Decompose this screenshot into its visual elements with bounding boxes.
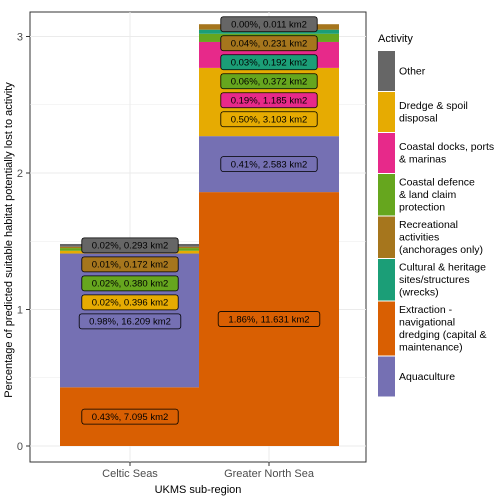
data-label: 0.02%, 0.396 km2 <box>81 294 179 311</box>
legend-label: disposal <box>399 113 438 125</box>
data-label: 1.86%, 11.631 km2 <box>217 311 321 327</box>
data-label-text: 1.86%, 11.631 km2 <box>228 314 309 325</box>
data-label-box <box>220 156 318 173</box>
legend-label: Coastal defence <box>399 177 475 189</box>
data-label-text: 0.98%, 16.209 km2 <box>89 317 171 328</box>
data-label-text: 0.41%, 2.583 km2 <box>231 160 308 171</box>
data-label-text: 0.02%, 0.396 km2 <box>92 298 169 309</box>
data-label: 0.02%, 0.293 km2 <box>81 237 179 254</box>
data-label: 0.03%, 0.192 km2 <box>220 54 318 71</box>
data-label: 0.98%, 16.209 km2 <box>78 313 182 330</box>
data-label-box <box>81 294 179 311</box>
data-label-box <box>220 92 318 109</box>
legend-label: sites/structures <box>399 274 470 286</box>
y-axis-title: Percentage of predicted suitable habitat… <box>3 82 15 398</box>
y-tick-label: 3 <box>17 32 23 44</box>
data-label-text: 0.43%, 7.095 km2 <box>92 412 169 423</box>
data-label-box <box>81 408 179 425</box>
data-label: 0.19%, 1.185 km2 <box>220 92 318 109</box>
data-label-box <box>220 35 318 52</box>
data-label: 0.50%, 3.103 km2 <box>220 111 318 128</box>
data-label-text: 0.03%, 0.192 km2 <box>231 58 308 69</box>
legend-label: (wrecks) <box>399 287 439 299</box>
legend-label: Coastal docks, ports <box>399 141 494 153</box>
legend-key <box>378 216 395 258</box>
data-label: 0.01%, 0.172 km2 <box>81 256 179 273</box>
data-label-box <box>220 73 318 90</box>
data-label: 0.02%, 0.380 km2 <box>81 275 179 292</box>
data-label-box <box>217 311 321 327</box>
legend-label: dredging (capital & <box>399 329 487 341</box>
legend-key <box>378 51 395 91</box>
y-tick-label: 2 <box>17 168 23 180</box>
legend-label: & marinas <box>399 154 446 166</box>
data-label-text: 0.02%, 0.380 km2 <box>92 279 169 290</box>
x-tick-label: Celtic Seas <box>102 468 158 480</box>
data-label: 0.04%, 0.231 km2 <box>220 35 318 52</box>
data-label-box <box>220 16 318 33</box>
legend-key <box>378 92 395 132</box>
data-label-box <box>81 237 179 254</box>
data-label-box <box>220 111 318 128</box>
legend-item: Cultural & heritagesites/structures(wrec… <box>378 259 486 301</box>
data-label-box <box>78 313 182 330</box>
data-label: 0.00%, 0.011 km2 <box>220 16 318 33</box>
legend-key <box>378 133 395 173</box>
data-label-text: 0.01%, 0.172 km2 <box>92 260 169 271</box>
legend-label: Other <box>399 65 426 77</box>
data-label: 0.06%, 0.372 km2 <box>220 73 318 90</box>
axes: 0 1 2 3 Celtic Seas Greater North Sea <box>17 32 315 481</box>
data-label-text: 0.06%, 0.372 km2 <box>231 77 308 88</box>
y-tick-label: 0 <box>17 441 23 453</box>
data-label-box <box>81 275 179 292</box>
data-label-text: 0.50%, 3.103 km2 <box>231 115 308 126</box>
legend-key <box>378 356 395 397</box>
data-label-box <box>81 256 179 273</box>
legend-label: activities <box>399 232 439 244</box>
legend-label: & land claim <box>399 189 456 201</box>
x-tick-label: Greater North Sea <box>224 468 315 480</box>
legend-label: (anchorages only) <box>399 244 483 256</box>
legend-key <box>378 301 395 356</box>
legend-label: Dredge & spoil <box>399 100 468 112</box>
legend-label: Extraction - <box>399 304 453 316</box>
legend-item: Aquaculture <box>378 356 455 397</box>
data-label: 0.41%, 2.583 km2 <box>220 156 318 173</box>
data-label: 0.43%, 7.095 km2 <box>81 408 179 425</box>
y-tick-label: 1 <box>17 305 23 317</box>
data-label-text: 0.19%, 1.185 km2 <box>231 96 308 107</box>
legend-key <box>378 174 395 216</box>
data-label-text: 0.04%, 0.231 km2 <box>231 39 308 50</box>
x-axis-title: UKMS sub-region <box>155 484 242 496</box>
legend-label: navigational <box>399 317 455 329</box>
legend-item: Coastal docks, ports& marinas <box>378 133 494 173</box>
data-label-text: 0.02%, 0.293 km2 <box>92 241 169 252</box>
legend-key <box>378 259 395 301</box>
legend-item: Other <box>378 51 426 91</box>
data-label-text: 0.00%, 0.011 km2 <box>231 20 307 31</box>
legend-label: Recreational <box>399 219 458 231</box>
data-labels: 0.02%, 0.293 km2 0.01%, 0.172 km2 0.02%, 0… <box>78 16 321 425</box>
legend-label: protection <box>399 202 445 214</box>
legend-title: Activity <box>378 33 413 45</box>
legend-label: maintenance) <box>399 342 463 354</box>
legend-label: Cultural & heritage <box>399 262 486 274</box>
data-label-box <box>220 54 318 71</box>
legend-label: Aquaculture <box>399 371 455 383</box>
